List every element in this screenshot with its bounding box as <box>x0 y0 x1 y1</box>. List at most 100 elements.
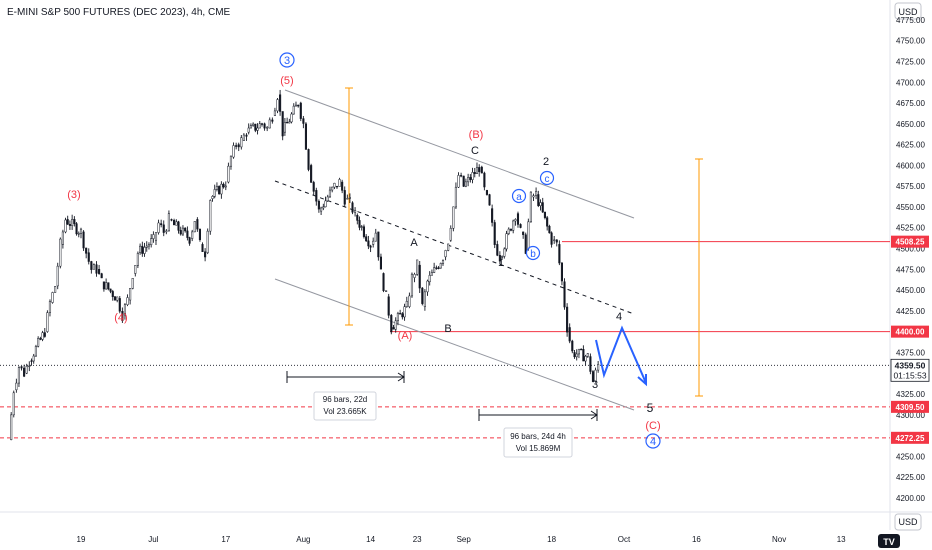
price-candle-body <box>403 306 406 318</box>
price-candle-body <box>71 219 74 226</box>
price-tick-label: 4250.00 <box>896 452 925 461</box>
price-candle-body <box>580 348 583 351</box>
price-candle-body <box>485 190 489 195</box>
price-tick-label: 4325.00 <box>896 390 925 399</box>
price-candle-body <box>423 291 426 307</box>
price-candle-body <box>408 295 411 307</box>
level-tag <box>891 431 929 444</box>
price-candle-body <box>543 211 547 218</box>
price-candle-body <box>358 220 361 228</box>
price-candle-body <box>537 194 540 206</box>
price-candle-body <box>179 230 182 235</box>
price-tick-label: 4700.00 <box>896 78 925 87</box>
price-candle-body <box>37 338 40 347</box>
price-candle-body <box>410 273 414 297</box>
last-price-countdown: 01:15:53 <box>893 370 926 380</box>
price-candle-body <box>32 355 35 362</box>
price-candle-body <box>433 267 436 273</box>
price-candle-body <box>196 219 199 230</box>
price-candle-body <box>524 234 527 254</box>
orange-range-2 <box>695 158 703 397</box>
currency-button[interactable] <box>894 2 922 20</box>
price-candle-body <box>165 230 168 233</box>
level-tag-label: 4400.00 <box>896 328 925 337</box>
wave-label-circle-3: 3 <box>284 55 290 67</box>
price-candle-body <box>235 145 238 147</box>
wave-circle-4-ring <box>645 433 661 449</box>
price-candle-body <box>12 392 15 416</box>
price-candle-body <box>435 267 438 269</box>
price-candle-body <box>377 231 380 258</box>
price-candle-body <box>227 165 230 183</box>
price-candle-body <box>516 213 520 225</box>
price-candle-body <box>167 213 170 232</box>
price-candle-body <box>56 265 59 287</box>
price-candle-body <box>529 191 532 223</box>
wave-label-B-red: (B) <box>469 129 484 141</box>
price-candle-body <box>123 304 127 316</box>
measure-2-volume: Vol 15.869M <box>516 444 561 453</box>
price-candle-body <box>242 134 245 141</box>
price-candle-body <box>145 245 148 248</box>
price-candle-body <box>23 367 26 377</box>
price-candle-body <box>437 267 440 269</box>
price-tick-label: 4625.00 <box>896 141 925 150</box>
time-axis: 19 Jul 17 Aug 14 23 Sep 18 Oct 16 Nov 13 <box>77 535 847 544</box>
time-tick-label: 16 <box>692 535 701 544</box>
price-candle-body <box>131 278 134 289</box>
price-candle-body <box>473 172 476 174</box>
price-tick-label: 4550.00 <box>896 203 925 212</box>
price-candle-body <box>584 356 587 362</box>
price-candle-body <box>582 349 585 362</box>
price-candle-body <box>331 186 334 191</box>
price-candle-body <box>475 167 479 174</box>
price-candle-body <box>51 292 54 303</box>
price-candle-body <box>441 260 445 264</box>
last-price-tag <box>890 358 930 382</box>
price-candle-body <box>77 233 80 235</box>
price-candle-body <box>15 382 18 391</box>
price-candle-body <box>61 231 64 245</box>
price-candle-body <box>390 315 393 333</box>
price-candle-body <box>379 256 382 270</box>
price-candle-body <box>493 222 496 245</box>
measure-2-bars: 96 bars, 24d 4h <box>510 432 566 441</box>
price-candle-body <box>213 189 216 197</box>
price-candle-body <box>136 253 139 266</box>
price-tick-label: 4200.00 <box>896 494 925 503</box>
price-candle-body <box>139 245 142 253</box>
wave-label-B: B <box>444 323 451 335</box>
price-candle-body <box>467 177 470 183</box>
price-candle-body <box>374 232 377 242</box>
price-candle-body <box>245 134 248 137</box>
price-candle-body <box>98 269 101 274</box>
price-candle-body <box>252 123 255 126</box>
price-tick-label: 4725.00 <box>896 58 925 67</box>
price-candle-body <box>95 264 98 274</box>
price-candle-body <box>324 200 327 208</box>
price-candle-body <box>514 219 517 222</box>
price-candle-body <box>175 221 178 226</box>
price-candle-body <box>177 221 180 231</box>
price-candle-body <box>283 121 286 133</box>
price-candle-body <box>426 280 429 293</box>
currency-button-bottom[interactable] <box>894 513 922 531</box>
price-candle-body <box>204 251 207 258</box>
price-candle-body <box>220 183 223 195</box>
price-candle-body <box>527 221 530 249</box>
price-candle-body <box>418 264 421 289</box>
wave-label-5: 5 <box>647 401 654 415</box>
price-tick-label: 4650.00 <box>896 120 925 129</box>
price-candle-body <box>454 186 457 208</box>
wave-label-3: 3 <box>592 379 598 391</box>
price-candle-body <box>266 126 269 129</box>
price-candle-body <box>462 175 465 187</box>
price-candle-body <box>129 288 132 301</box>
price-tick-label: 4675.00 <box>896 99 925 108</box>
price-candle-body <box>279 94 282 112</box>
last-price-value: 4359.50 <box>895 360 926 370</box>
price-candle-body <box>92 264 95 270</box>
price-candle-body <box>162 224 165 233</box>
